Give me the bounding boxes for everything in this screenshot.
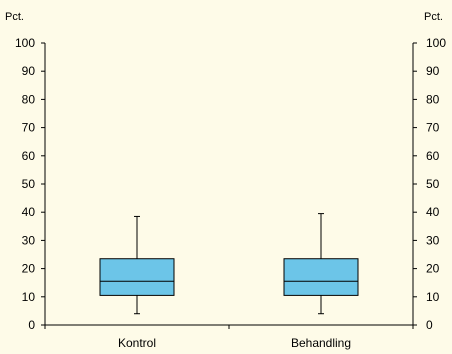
interquartile-box	[99, 258, 175, 296]
left-y-tick-label: 10	[22, 290, 36, 304]
category-labels: Kontrol Behandling	[118, 336, 351, 350]
x-ticks	[44, 325, 414, 329]
right-y-tick-label: 10	[426, 290, 440, 304]
left-y-tick-label: 40	[22, 205, 36, 219]
right-y-tick-label: 30	[426, 233, 440, 247]
right-y-ticks: 0 10 20 30 40 50 60 70 80 90 100	[413, 36, 446, 332]
box-behandling	[283, 213, 359, 315]
left-y-ticks: 0 10 20 30 40 50 60 70 80 90 100	[15, 36, 45, 332]
boxes	[99, 213, 359, 315]
left-y-tick-label: 100	[15, 36, 35, 50]
right-y-tick-label: 60	[426, 149, 440, 163]
left-y-tick-label: 0	[28, 318, 35, 332]
left-y-tick-label: 90	[22, 64, 36, 78]
category-label: Kontrol	[118, 336, 156, 350]
left-y-tick-label: 80	[22, 92, 36, 106]
box-kontrol	[99, 215, 175, 315]
interquartile-box	[283, 258, 359, 296]
category-label: Behandling	[291, 336, 351, 350]
right-axis-unit: Pct.	[424, 11, 443, 23]
right-y-tick-label: 0	[426, 318, 433, 332]
right-y-tick-label: 70	[426, 121, 440, 135]
left-axis-unit: Pct.	[5, 11, 24, 23]
right-y-tick-label: 40	[426, 205, 440, 219]
left-y-tick-label: 70	[22, 121, 36, 135]
left-y-tick-label: 60	[22, 149, 36, 163]
right-y-tick-label: 80	[426, 92, 440, 106]
right-y-tick-label: 20	[426, 262, 440, 276]
right-y-tick-label: 50	[426, 177, 440, 191]
right-y-tick-label: 90	[426, 64, 440, 78]
left-y-tick-label: 20	[22, 262, 36, 276]
right-y-tick-label: 100	[426, 36, 446, 50]
left-y-tick-label: 30	[22, 233, 36, 247]
left-y-tick-label: 50	[22, 177, 36, 191]
